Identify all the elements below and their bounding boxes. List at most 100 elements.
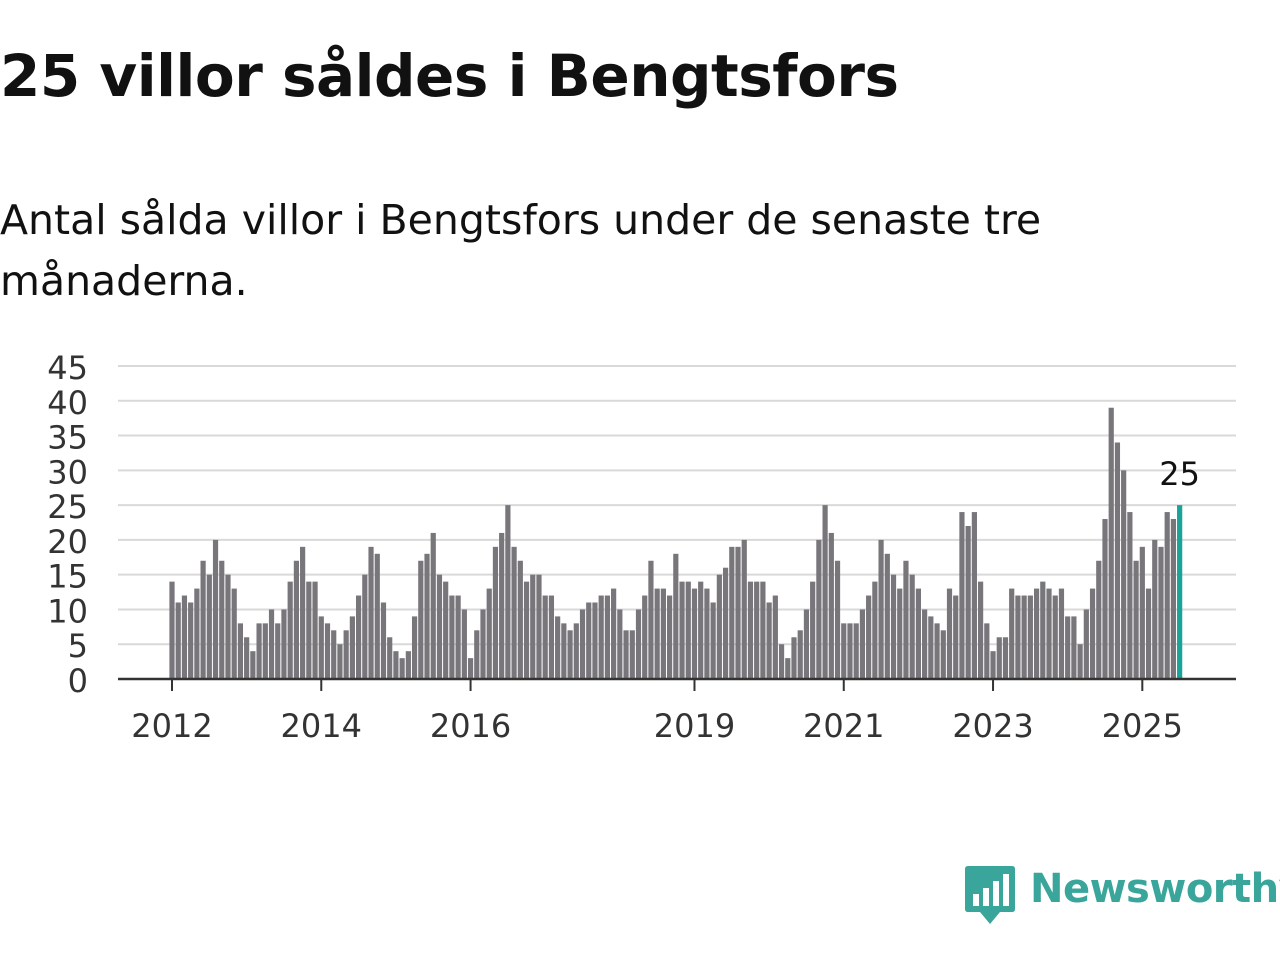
- x-tick-label: 2023: [952, 707, 1033, 745]
- bar: [890, 574, 897, 679]
- newsworthy-logo-icon: [965, 866, 1015, 924]
- bar: [965, 525, 971, 679]
- bar: [996, 637, 1002, 679]
- bar: [1046, 588, 1052, 679]
- x-tick-label: 2021: [803, 707, 884, 745]
- bar: [200, 560, 206, 679]
- y-tick-label: 30: [47, 453, 88, 491]
- bar: [853, 623, 859, 679]
- x-tick-label: 2014: [281, 707, 362, 745]
- bar: [592, 602, 598, 679]
- bar: [455, 595, 461, 679]
- bar: [859, 609, 866, 679]
- bar: [449, 595, 455, 679]
- bar: [1089, 588, 1096, 679]
- x-tick-label: 2019: [654, 707, 735, 745]
- bar: [548, 595, 555, 679]
- bar: [667, 595, 673, 679]
- bar: [822, 505, 828, 679]
- bar: [604, 595, 610, 679]
- bar: [1009, 588, 1015, 679]
- bar: [175, 602, 181, 679]
- bar: [343, 630, 349, 679]
- y-tick-label: 20: [47, 523, 88, 561]
- bar: [523, 581, 530, 679]
- x-axis-ticks: 2012 2014 2016 2019 2021 2023 2025: [131, 679, 1183, 745]
- bar: [629, 630, 635, 679]
- bar: [1052, 595, 1058, 679]
- bar: [306, 581, 312, 679]
- bar: [1096, 560, 1102, 679]
- bar: [219, 560, 225, 679]
- y-tick-label: 0: [68, 662, 88, 700]
- bar: [573, 623, 579, 679]
- bar: [971, 512, 977, 679]
- bar: [810, 581, 816, 679]
- bar: [984, 623, 990, 679]
- bar: [387, 637, 393, 679]
- bar: [648, 560, 654, 679]
- bar: [586, 602, 592, 679]
- y-tick-label: 25: [47, 488, 88, 526]
- bar: [275, 623, 281, 679]
- bar: [816, 539, 822, 679]
- bar: [673, 553, 679, 679]
- bar: [424, 553, 430, 679]
- bar: [1152, 539, 1158, 679]
- bar: [772, 595, 778, 679]
- bar: [915, 588, 921, 679]
- bar: [710, 602, 716, 679]
- bar: [1065, 616, 1071, 679]
- bar: [362, 574, 368, 679]
- bar: [1033, 588, 1040, 679]
- bar: [181, 595, 188, 679]
- chart-subtitle: Antal sålda villor i Bengtsfors under de…: [0, 196, 1042, 305]
- bar: [542, 595, 548, 679]
- bar: [293, 560, 299, 679]
- bar: [1077, 644, 1083, 679]
- bar: [635, 609, 642, 679]
- bar: [536, 574, 542, 679]
- bar: [194, 588, 200, 679]
- bar: [922, 609, 928, 679]
- bar: [1027, 595, 1033, 679]
- brand-name: Newsworthy: [1030, 866, 1280, 912]
- bar: [1114, 442, 1121, 679]
- bar: [399, 658, 405, 679]
- bar: [530, 574, 536, 679]
- bar: [1071, 616, 1077, 679]
- bar: [990, 651, 996, 679]
- bar: [169, 581, 175, 679]
- bar: [698, 581, 704, 679]
- bar: [878, 539, 884, 679]
- bar: [212, 539, 219, 679]
- bar: [244, 637, 250, 679]
- bar: [356, 595, 362, 679]
- highlight-bar: [1177, 505, 1183, 679]
- bar: [1139, 546, 1145, 679]
- bar: [1108, 407, 1114, 679]
- bar: [461, 609, 467, 679]
- bar: [300, 546, 306, 679]
- bar: [866, 595, 872, 679]
- bar: [467, 658, 474, 679]
- bar: [691, 588, 698, 679]
- y-tick-label: 5: [68, 627, 88, 665]
- x-tick-label: 2016: [430, 707, 511, 745]
- bar: [474, 630, 480, 679]
- bar: [430, 532, 436, 679]
- bar: [511, 546, 517, 679]
- bar: [268, 609, 275, 679]
- bar: [318, 616, 324, 679]
- y-tick-label: 40: [47, 384, 88, 422]
- bar: [897, 588, 903, 679]
- bar: [978, 581, 984, 679]
- bar: [953, 595, 959, 679]
- bar: [443, 581, 449, 679]
- bar: [287, 581, 293, 679]
- bar: [785, 658, 791, 679]
- bar: [1121, 470, 1127, 679]
- bar: [766, 602, 772, 679]
- bar: [598, 595, 604, 679]
